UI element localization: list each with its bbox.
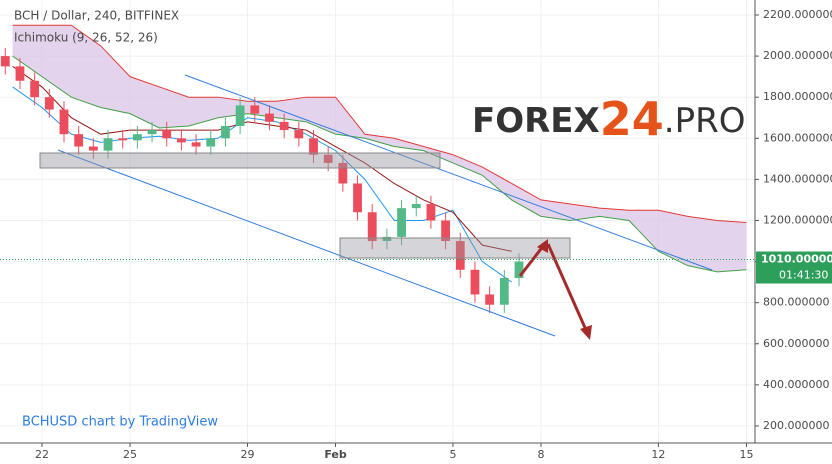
x-tick-label: 8 [538,448,545,461]
candle-body [235,105,245,126]
candle-body [411,204,421,209]
chart-title: BCH / Dollar, 240, BITFINEX [14,9,179,23]
y-tick-label: 800.000000 [763,296,829,309]
arrow-head [537,239,548,253]
y-tick-label: 2200.000000 [763,8,832,21]
candle-body [59,109,69,135]
trend-line [57,149,556,337]
candle-body [514,261,524,279]
candle-body [0,56,10,67]
candle-body [103,138,113,151]
candle-body [147,130,157,135]
watermark: BCHUSD chart by TradingView [22,415,218,430]
indicator-line [12,65,512,252]
candle-body [353,183,362,213]
y-tick-label: 1600.000000 [763,131,832,144]
y-tick-label: 1800.000000 [763,90,832,103]
candle-body [250,105,260,114]
countdown-badge [756,267,832,284]
y-tick-label: 1400.000000 [763,172,832,185]
x-tick-label: Feb [324,448,347,461]
candle-body [191,142,201,147]
candle-body [30,80,40,98]
candle-body [44,97,54,110]
y-tick-label: 200.000000 [763,419,829,432]
current-price-label: 1010.000000 [761,253,832,266]
candle-body [88,146,98,151]
candle-body [499,278,509,305]
y-tick-label: 600.000000 [763,337,829,350]
candle-body [455,241,465,270]
candle-body [309,138,318,155]
countdown-label: 01:41:30 [779,269,828,282]
x-tick-label: 5 [449,448,456,461]
candle-body [265,113,274,122]
x-tick-label: 12 [651,448,665,461]
plot [0,24,747,313]
candle-body [118,138,128,141]
candle-body [294,130,304,139]
ichimoku-span [12,24,747,224]
arrow [546,243,588,331]
candle-body [441,220,451,242]
candle-body [323,154,333,163]
trend-line [184,74,713,271]
arrow-head [580,325,592,340]
price-badge [756,251,832,268]
candle-body [485,294,495,305]
logo-part: .PRO [664,101,746,141]
candle-body [470,269,480,295]
logo-part: 24 [600,92,664,146]
candle-body [221,125,230,139]
candle-body [367,212,377,242]
candle-body [162,130,172,139]
candle-body [426,204,436,221]
indicator-label: Ichimoku (9, 26, 52, 26) [14,31,158,45]
logo-part: FOREX [472,101,600,141]
logo: FOREX24.PRO [472,92,745,146]
candle-body [15,66,25,81]
candle-body [397,208,406,237]
candle-body [74,134,84,147]
x-tick-label: 29 [240,448,254,461]
x-tick-label: 15 [739,448,753,461]
y-tick-label: 1200.000000 [763,213,832,226]
ichimoku-span [12,55,747,273]
candle-body [132,134,142,141]
candle-body [206,138,216,147]
zone-box [39,152,441,169]
arrow [518,244,546,277]
y-tick-label: 2000.000000 [763,49,832,62]
ichimoku-cloud [12,25,747,272]
candle-body [279,121,289,131]
candle-body [338,162,348,184]
x-tick-label: 22 [35,448,49,461]
y-tick-label: 400.000000 [763,378,829,391]
candle-body [382,236,392,242]
zone-box [339,237,571,259]
x-tick-label: 25 [123,448,137,461]
candle-body [177,138,186,143]
